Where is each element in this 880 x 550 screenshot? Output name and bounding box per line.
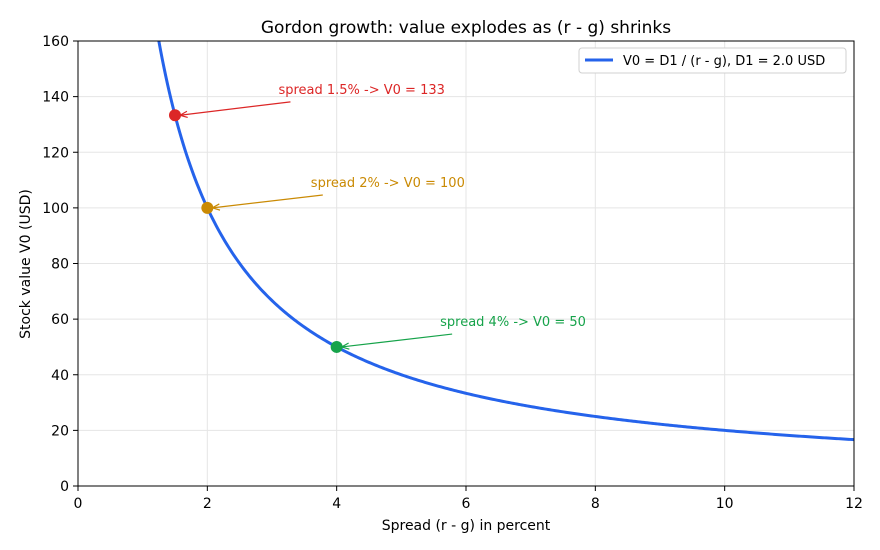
- annotation-arrow: [212, 194, 323, 209]
- chart-title: Gordon growth: value explodes as (r - g)…: [261, 18, 671, 38]
- x-tick-label: 0: [74, 496, 83, 512]
- y-tick-label: 0: [60, 479, 69, 495]
- highlight-point: [169, 109, 181, 122]
- highlight-point: [330, 340, 343, 353]
- x-tick-label: 12: [845, 496, 863, 512]
- y-tick-label: 140: [42, 90, 69, 106]
- x-tick-label: 10: [716, 496, 734, 512]
- x-tick-label: 2: [203, 496, 212, 512]
- grid: [77, 40, 855, 487]
- y-tick-label: 100: [42, 201, 69, 217]
- legend-label: V0 = D1 / (r - g), D1 = 2.0 USD: [623, 54, 825, 69]
- x-tick-label: 8: [591, 496, 600, 512]
- y-tick-label: 80: [51, 257, 69, 273]
- annotation-label: spread 2% -> V0 = 100: [311, 176, 465, 191]
- highlight-point: [201, 201, 214, 214]
- x-tick-label: 4: [332, 496, 341, 512]
- y-tick-label: 160: [42, 34, 69, 50]
- plot-area: spread 1.5% -> V0 = 133 spread 2% -> V0 =…: [157, 41, 854, 442]
- annotation-label: spread 1.5% -> V0 = 133: [278, 83, 444, 98]
- y-tick-label: 40: [51, 368, 69, 384]
- annotation-arrow: [179, 101, 291, 116]
- annotation-arrow: [341, 333, 453, 348]
- series-line: [157, 41, 854, 442]
- y-axis-label: Stock value V0 (USD): [18, 189, 34, 339]
- x-tick-label: 6: [462, 496, 471, 512]
- annotation-label: spread 4% -> V0 = 50: [440, 315, 586, 330]
- y-tick-label: 60: [51, 312, 69, 328]
- x-axis-label: Spread (r - g) in percent: [382, 518, 551, 534]
- y-tick-label: 20: [51, 423, 69, 439]
- legend-box: [578, 47, 847, 74]
- y-tick-label: 120: [42, 145, 69, 161]
- legend: V0 = D1 / (r - g), D1 = 2.0 USD: [578, 47, 847, 74]
